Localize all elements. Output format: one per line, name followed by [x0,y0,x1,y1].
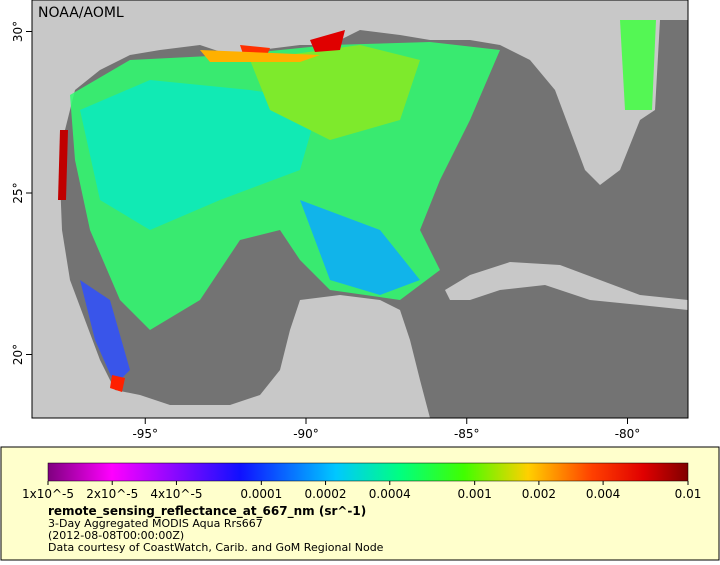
colorbar-tick-label: 0.0002 [305,487,347,501]
lat-tick-label: 25° [11,182,25,203]
data-overlay [70,20,656,385]
map-frame [31,0,689,419]
legend-title: remote_sensing_reflectance_at_667_nm (sr… [48,504,366,519]
lon-tick-label: -85° [454,427,480,441]
colorbar-tick-label: 0.004 [586,487,620,501]
legend-line: (2012-08-08T00:00:00Z) [48,529,184,542]
coastal-high-values [58,30,345,392]
legend-line: 3-Day Aggregated MODIS Aqua Rrs667 [48,517,263,530]
lon-tick-label: -80° [615,427,641,441]
colorbar-tick-label: 2x10^-5 [86,487,138,501]
colorbar-tick-label: 4x10^-5 [150,487,202,501]
lon-tick-label: -90° [293,427,319,441]
map [32,0,688,418]
colorbar-tick-label: 0.0001 [240,487,282,501]
colorbar-tick-label: 0.001 [457,487,491,501]
colorbar-tick-label: 1x10^-5 [22,487,74,501]
cuba [445,262,688,310]
colorbar [47,462,689,482]
legend-line: Data courtesy of CoastWatch, Carib. and … [48,541,384,554]
lat-tick-label: 30° [11,21,25,42]
colorbar-tick-label: 0.002 [522,487,556,501]
lon-tick-label: -95° [132,427,158,441]
lat-tick-label: 20° [11,344,25,365]
credit: NOAA/AOML [38,5,124,21]
colorbar-tick-label: 0.01 [675,487,702,501]
colorbar-tick-label: 0.0004 [369,487,411,501]
